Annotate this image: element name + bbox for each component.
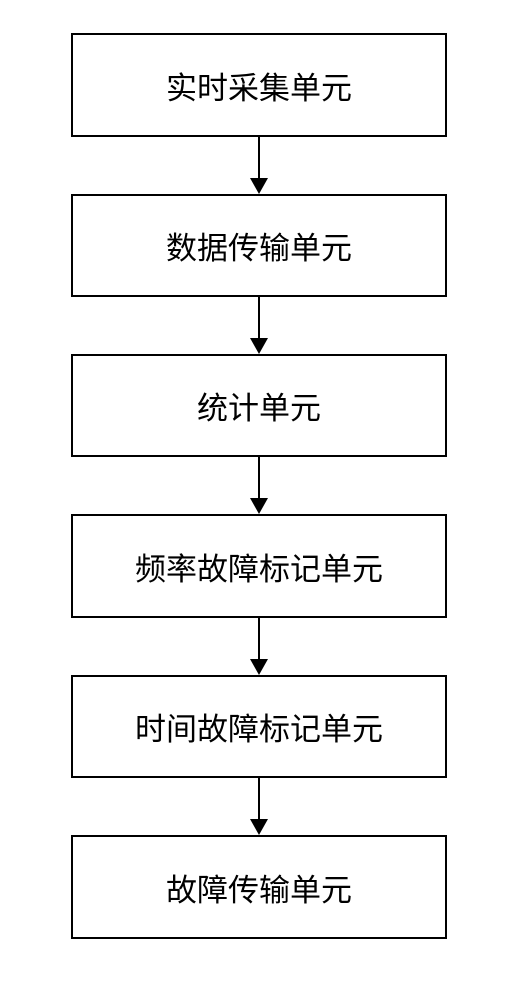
arrow-shaft bbox=[258, 778, 260, 819]
flowchart-node: 数据传输单元 bbox=[71, 194, 447, 297]
arrow-shaft bbox=[258, 137, 260, 178]
flowchart-node: 频率故障标记单元 bbox=[71, 514, 447, 618]
flowchart-node-label: 统计单元 bbox=[197, 383, 321, 428]
flowchart-canvas: 实时采集单元 数据传输单元 统计单元 频率故障标记单元 时间故障标记单元 故障传… bbox=[0, 0, 513, 1000]
flowchart-node-label: 频率故障标记单元 bbox=[135, 544, 383, 589]
arrow-shaft bbox=[258, 297, 260, 338]
flowchart-node-label: 时间故障标记单元 bbox=[135, 704, 383, 749]
flowchart-node-label: 数据传输单元 bbox=[166, 223, 352, 268]
arrow-shaft bbox=[258, 618, 260, 659]
arrow-head-icon bbox=[250, 819, 268, 835]
flowchart-node: 故障传输单元 bbox=[71, 835, 447, 939]
arrow-head-icon bbox=[250, 338, 268, 354]
arrow-head-icon bbox=[250, 659, 268, 675]
flowchart-node-label: 实时采集单元 bbox=[166, 63, 352, 108]
arrow-head-icon bbox=[250, 178, 268, 194]
arrow-shaft bbox=[258, 457, 260, 498]
flowchart-node: 时间故障标记单元 bbox=[71, 675, 447, 778]
flowchart-node: 实时采集单元 bbox=[71, 33, 447, 137]
arrow-head-icon bbox=[250, 498, 268, 514]
flowchart-node: 统计单元 bbox=[71, 354, 447, 457]
flowchart-node-label: 故障传输单元 bbox=[166, 865, 352, 910]
